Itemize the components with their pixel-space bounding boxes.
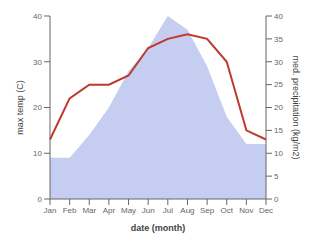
svg-text:Aug: Aug [180, 206, 194, 215]
svg-text:10: 10 [33, 149, 42, 158]
svg-text:30: 30 [33, 58, 42, 67]
svg-text:25: 25 [274, 80, 283, 89]
svg-text:Mar: Mar [82, 206, 96, 215]
svg-text:Jan: Jan [44, 206, 57, 215]
svg-text:Apr: Apr [103, 206, 116, 215]
svg-text:May: May [121, 206, 136, 215]
svg-text:max temp (C): max temp (C) [15, 80, 25, 135]
svg-text:15: 15 [274, 126, 283, 135]
svg-text:Oct: Oct [221, 206, 234, 215]
svg-text:40: 40 [274, 12, 283, 21]
svg-text:35: 35 [274, 35, 283, 44]
svg-text:40: 40 [33, 12, 42, 21]
svg-text:0: 0 [274, 195, 279, 204]
svg-text:Nov: Nov [239, 206, 253, 215]
svg-text:med. precipitation (kg/m2): med. precipitation (kg/m2) [291, 55, 301, 159]
svg-text:10: 10 [274, 149, 283, 158]
svg-text:20: 20 [274, 103, 283, 112]
svg-text:5: 5 [274, 172, 279, 181]
svg-text:0: 0 [38, 195, 43, 204]
svg-text:Jun: Jun [142, 206, 155, 215]
svg-text:Jul: Jul [163, 206, 173, 215]
svg-text:date (month): date (month) [131, 223, 186, 233]
svg-text:30: 30 [274, 58, 283, 67]
svg-text:Sep: Sep [200, 206, 215, 215]
svg-text:Feb: Feb [63, 206, 77, 215]
svg-text:Dec: Dec [259, 206, 273, 215]
svg-text:20: 20 [33, 103, 42, 112]
